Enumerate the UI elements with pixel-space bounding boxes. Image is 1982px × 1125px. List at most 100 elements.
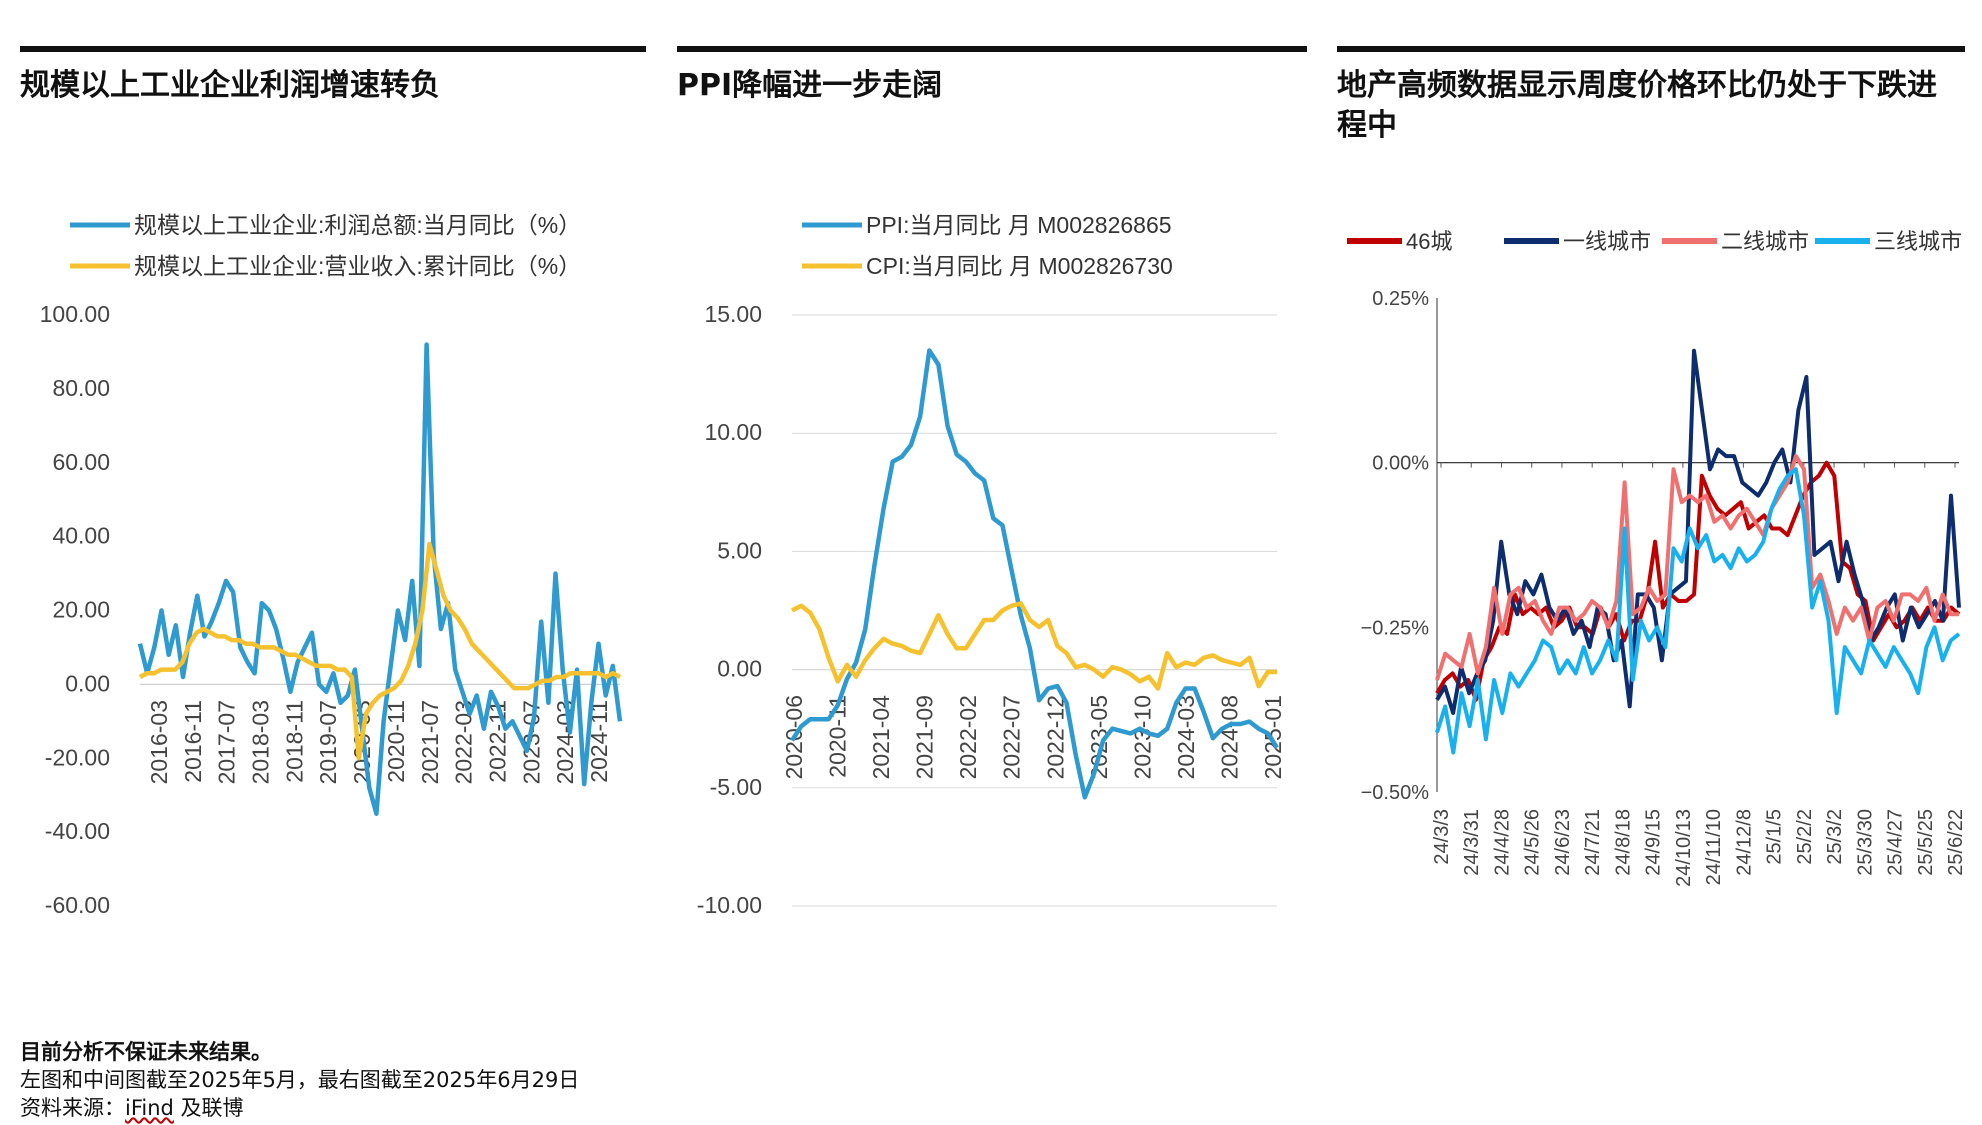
series-line: [137, 342, 623, 816]
panel-title: 地产高频数据显示周度价格环比仍处于下跌进程中: [1337, 68, 1937, 143]
y-tick-label: −0.50%: [1361, 782, 1430, 804]
x-tick-label: 2018-11: [281, 700, 307, 783]
panel-title: 规模以上工业企业利润增速转负: [20, 68, 440, 103]
x-tick-label: 24/7/21: [1582, 809, 1604, 876]
x-tick-label: 24/11/10: [1703, 809, 1725, 885]
x-tick-label: 24/6/23: [1552, 809, 1574, 876]
property-price-chart: 46城 一线城市 二线城市 三线城市0.25%0.00%−0.25%−0.50%24/…: [1347, 229, 1967, 887]
source-suffix: 及联博: [173, 1096, 244, 1120]
x-tick-label: 2016-03: [146, 700, 172, 784]
series-lines: [790, 348, 1279, 800]
chart-legend: 规模以上工业企业:利润总额:当月同比（%） 规模以上工业企业:营业收入:累计同比（…: [70, 212, 581, 279]
legend-label: 一线城市: [1563, 229, 1651, 254]
y-tick-label: -10.00: [697, 892, 762, 918]
panel-top-rule: [677, 46, 1307, 52]
ppi-chart: PPI:当月同比 月 M002826865 CPI:当月同比 月 M0028267…: [697, 212, 1286, 918]
x-tick-label: 25/3/2: [1824, 809, 1846, 865]
source-prefix: 资料来源：: [20, 1096, 125, 1120]
y-axis: 100.00 80.00 60.00 40.00 20.00 0.00 -20.00 -40.…: [40, 301, 110, 918]
y-tick-label: 20.00: [52, 597, 110, 623]
x-tick-label: 2024-08: [1216, 695, 1242, 779]
series-line: [1435, 454, 1959, 681]
x-tick-label: 24/5/26: [1522, 809, 1544, 876]
x-tick-label: 2022-03: [451, 700, 477, 784]
profits-chart: 规模以上工业企业:利润总额:当月同比（%） 规模以上工业企业:营业收入:累计同比（…: [40, 212, 623, 918]
series-line: [138, 541, 622, 761]
y-tick-label: -60.00: [45, 892, 110, 918]
x-tick-label: 24/3/3: [1431, 809, 1453, 865]
series-line: [790, 348, 1279, 800]
chart-legend: PPI:当月同比 月 M002826865 CPI:当月同比 月 M0028267…: [802, 212, 1173, 279]
x-axis: 2020-06 2020-11 2021-04 2021-09 2022-02 2022-…: [781, 695, 1286, 780]
footer-notes: 目前分析不保证未来结果。 左图和中间图截至2025年5月，最右图截至2025年6…: [20, 1038, 579, 1122]
panel-ppi: PPI降幅进一步走阔: [677, 46, 1307, 106]
series-line: [1435, 467, 1961, 755]
panel-top-rule: [20, 46, 646, 52]
legend-label: 二线城市: [1721, 229, 1809, 254]
y-tick-label: 5.00: [717, 537, 762, 563]
x-tick-label: 24/10/13: [1673, 809, 1695, 887]
legend-label: 规模以上工业企业:营业收入:累计同比（%）: [134, 253, 581, 279]
chart-legend: 46城 一线城市 二线城市 三线城市: [1347, 229, 1962, 254]
x-tick-label: 2016-11: [180, 700, 206, 783]
x-tick-label: 25/2/2: [1794, 809, 1816, 865]
legend-label: 三线城市: [1874, 229, 1962, 254]
x-tick-label: 25/3/30: [1854, 809, 1876, 876]
x-tick-label: 2018-03: [248, 700, 274, 784]
y-tick-label: 40.00: [52, 523, 110, 549]
y-tick-label: 80.00: [52, 375, 110, 401]
x-tick-label: 2022-07: [999, 695, 1025, 779]
y-axis: 0.25% 0.00% −0.25% −0.50%: [1361, 288, 1438, 804]
series-lines: [1435, 348, 1961, 755]
x-tick-label: 25/5/25: [1915, 809, 1937, 876]
x-tick-label: 25/6/22: [1945, 809, 1967, 876]
x-tick-label: 24/8/18: [1612, 809, 1634, 876]
y-tick-label: 100.00: [40, 301, 110, 327]
x-axis: 24/3/3 24/3/31 24/4/28 24/5/26 24/6/23 24/7/2…: [1431, 462, 1967, 887]
panel-profits: 规模以上工业企业利润增速转负: [20, 46, 646, 106]
x-tick-label: 25/1/5: [1764, 809, 1786, 865]
panel-property: 地产高频数据显示周度价格环比仍处于下跌进程中: [1337, 46, 1965, 146]
y-tick-label: -40.00: [45, 818, 110, 844]
x-tick-label: 2017-07: [214, 700, 240, 784]
series-lines: [137, 342, 623, 816]
y-tick-label: −0.25%: [1361, 617, 1430, 639]
x-tick-label: 2020-11: [383, 700, 409, 783]
x-tick-label: 25/4/27: [1885, 809, 1907, 876]
source-ifind: iFind: [125, 1096, 174, 1120]
source-note: 资料来源：iFind 及联博: [20, 1094, 579, 1122]
y-tick-label: -20.00: [45, 744, 110, 770]
panel-title: PPI降幅进一步走阔: [677, 68, 943, 103]
series-line: [1435, 460, 1961, 702]
y-tick-label: 0.25%: [1372, 288, 1429, 310]
x-tick-label: 2024-03: [1173, 695, 1199, 779]
x-tick-label: 2023-10: [1129, 695, 1155, 779]
series-line: [790, 601, 1277, 691]
y-tick-label: -5.00: [710, 774, 762, 800]
x-tick-label: 2021-04: [868, 695, 894, 780]
x-tick-label: 24/9/15: [1643, 809, 1665, 876]
y-tick-label: 60.00: [52, 449, 110, 475]
x-tick-label: 2022-02: [955, 695, 981, 779]
panel-top-rule: [1337, 46, 1965, 52]
y-tick-label: 10.00: [704, 419, 762, 445]
x-tick-label: 24/4/28: [1491, 809, 1513, 876]
series-line: [1435, 348, 1961, 715]
legend-label: 规模以上工业企业:利润总额:当月同比（%）: [134, 212, 581, 238]
x-tick-label: 2019-07: [315, 700, 341, 784]
disclaimer-note: 目前分析不保证未来结果。: [20, 1040, 272, 1064]
x-axis: 2016-03 2016-11 2017-07 2018-03 2018-11 2019-…: [146, 700, 612, 784]
y-tick-label: 15.00: [704, 301, 762, 327]
legend-label: CPI:当月同比 月 M002826730: [866, 253, 1173, 279]
legend-label: PPI:当月同比 月 M002826865: [866, 212, 1172, 238]
y-tick-label: 0.00: [65, 670, 110, 696]
x-tick-label: 2021-09: [912, 695, 938, 779]
x-tick-label: 2025-01: [1260, 695, 1286, 779]
y-tick-label: 0.00: [717, 656, 762, 682]
x-tick-label: 24/12/8: [1733, 809, 1755, 876]
x-tick-label: 24/3/31: [1461, 809, 1483, 876]
x-tick-label: 2022-12: [1042, 695, 1068, 779]
y-tick-label: 0.00%: [1372, 453, 1429, 475]
y-axis: 15.00 10.00 5.00 0.00 -5.00 -10.00: [697, 301, 1277, 918]
legend-label: 46城: [1406, 229, 1452, 254]
